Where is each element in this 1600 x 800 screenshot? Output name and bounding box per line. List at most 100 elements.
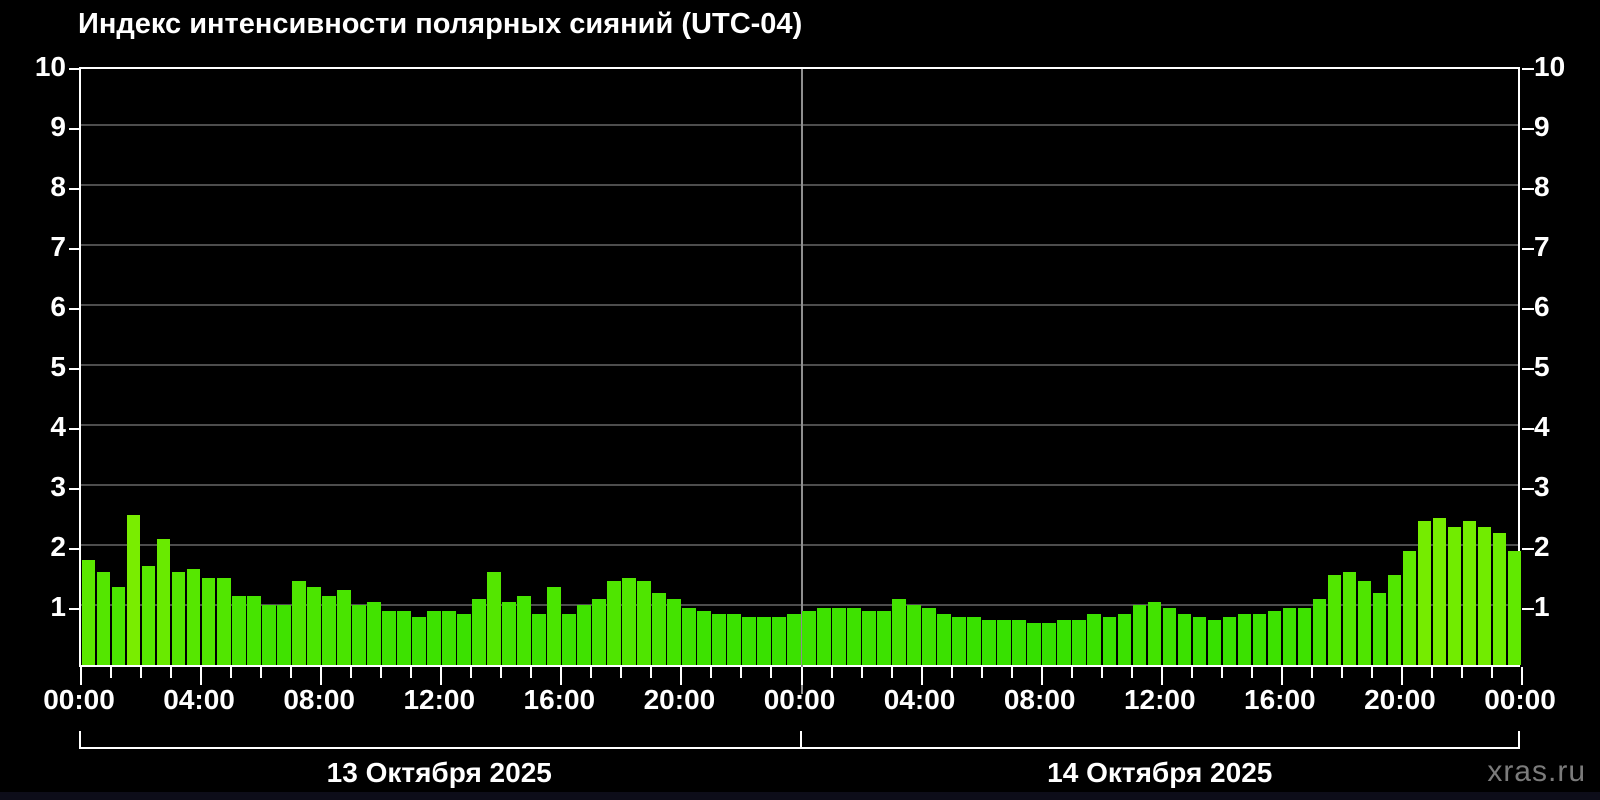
bar <box>216 578 231 665</box>
day-separator-line <box>800 69 803 694</box>
x-axis-tick <box>1400 667 1403 685</box>
y-axis-tick-right <box>1522 428 1534 430</box>
x-axis-tick <box>110 667 113 678</box>
bar <box>742 617 756 665</box>
x-axis-tick <box>830 667 833 678</box>
bar <box>847 608 861 665</box>
y-axis-tick-left <box>69 248 81 250</box>
y-axis-tick-right <box>1522 608 1534 610</box>
y-axis-label-left-2: 2 <box>50 531 66 562</box>
x-axis-tick <box>410 667 413 678</box>
x-axis-tick <box>380 667 383 678</box>
bar <box>472 599 486 665</box>
bar <box>682 608 696 665</box>
bar <box>126 515 141 665</box>
bar <box>1492 533 1507 665</box>
x-axis-label-0: 00:00 <box>43 684 115 715</box>
x-axis-tick <box>470 667 473 678</box>
gridline-3 <box>81 484 1518 486</box>
x-axis-tick <box>1040 667 1043 685</box>
bar <box>802 611 816 665</box>
chart-title: Индекс интенсивности полярных сияний (UT… <box>78 8 803 40</box>
x-axis-tick <box>80 667 82 685</box>
gridline-6 <box>81 304 1518 306</box>
x-axis-tick <box>1460 667 1463 678</box>
x-axis-tick <box>560 667 563 685</box>
x-axis-label-2: 08:00 <box>283 684 355 715</box>
bar <box>502 602 516 665</box>
bar <box>907 605 921 665</box>
bar <box>1162 608 1177 665</box>
x-axis-tick <box>1010 667 1013 678</box>
bar <box>1237 614 1252 665</box>
bar <box>231 596 246 665</box>
x-axis-tick <box>1370 667 1373 678</box>
bar <box>1342 572 1357 665</box>
bar <box>862 611 876 665</box>
y-axis-tick-left <box>69 368 81 370</box>
bar <box>952 617 966 665</box>
footer-strip <box>0 792 1600 800</box>
bar <box>1222 617 1237 665</box>
bar <box>817 608 831 665</box>
x-axis-label-9: 12:00 <box>1123 684 1196 715</box>
bar <box>261 605 276 665</box>
y-axis-tick-right <box>1522 368 1534 370</box>
bar <box>772 617 786 665</box>
bar <box>1357 581 1372 665</box>
y-axis-tick-right <box>1522 248 1534 250</box>
bar <box>427 611 441 665</box>
gridline-7 <box>81 244 1518 246</box>
y-axis-label-left-8: 8 <box>50 171 66 202</box>
y-axis-tick-left <box>69 68 81 70</box>
bar <box>1312 599 1327 665</box>
y-axis-label-right-1: 1 <box>1534 591 1550 622</box>
bar <box>997 620 1012 665</box>
x-axis-label-10: 16:00 <box>1244 684 1316 715</box>
day-bracket-tick <box>79 731 81 749</box>
y-axis-label-left-6: 6 <box>50 291 66 322</box>
gridline-4 <box>81 424 1518 426</box>
x-axis-tick <box>350 667 353 678</box>
x-axis-tick <box>530 667 533 678</box>
x-axis-tick <box>1130 667 1133 678</box>
y-axis-label-left-3: 3 <box>50 471 66 502</box>
bar <box>246 596 261 665</box>
bar <box>96 572 111 665</box>
x-axis-tick <box>320 667 323 685</box>
bar <box>562 614 576 665</box>
x-axis-tick <box>800 667 803 685</box>
bar <box>607 581 621 665</box>
y-axis-tick-left <box>69 428 81 430</box>
y-axis-label-left-10: 10 <box>34 51 66 82</box>
date-label-day-1: 13 Октября 2025 <box>326 757 552 788</box>
x-axis-tick <box>230 667 233 678</box>
bar <box>637 581 651 665</box>
y-axis-label-right-4: 4 <box>1534 411 1550 442</box>
x-axis-tick <box>440 667 443 685</box>
bar <box>667 599 681 665</box>
bar <box>1282 608 1297 665</box>
bar <box>1297 608 1312 665</box>
bar <box>412 617 426 665</box>
bar <box>171 572 186 665</box>
bar <box>547 587 561 665</box>
x-axis-label-7: 04:00 <box>883 684 956 715</box>
x-axis-label-5: 20:00 <box>643 684 716 715</box>
date-label-day-2: 14 Октября 2025 <box>1047 757 1273 788</box>
bar <box>967 617 982 665</box>
gridline-1 <box>81 604 1518 606</box>
plot-area <box>69 67 1534 694</box>
day-bracket-tick <box>1518 731 1520 749</box>
bar <box>306 587 321 665</box>
y-axis-label-right-8: 8 <box>1534 171 1550 202</box>
y-axis-tick-left <box>69 128 81 130</box>
bar <box>1072 620 1087 665</box>
y-axis-tick-right <box>1522 128 1534 130</box>
bar <box>336 590 351 665</box>
bar <box>577 605 591 665</box>
y-axis-label-right-2: 2 <box>1534 531 1550 562</box>
x-axis-label-6: 00:00 <box>763 684 836 715</box>
y-axis-label-left-4: 4 <box>50 411 66 442</box>
bar <box>366 602 381 665</box>
